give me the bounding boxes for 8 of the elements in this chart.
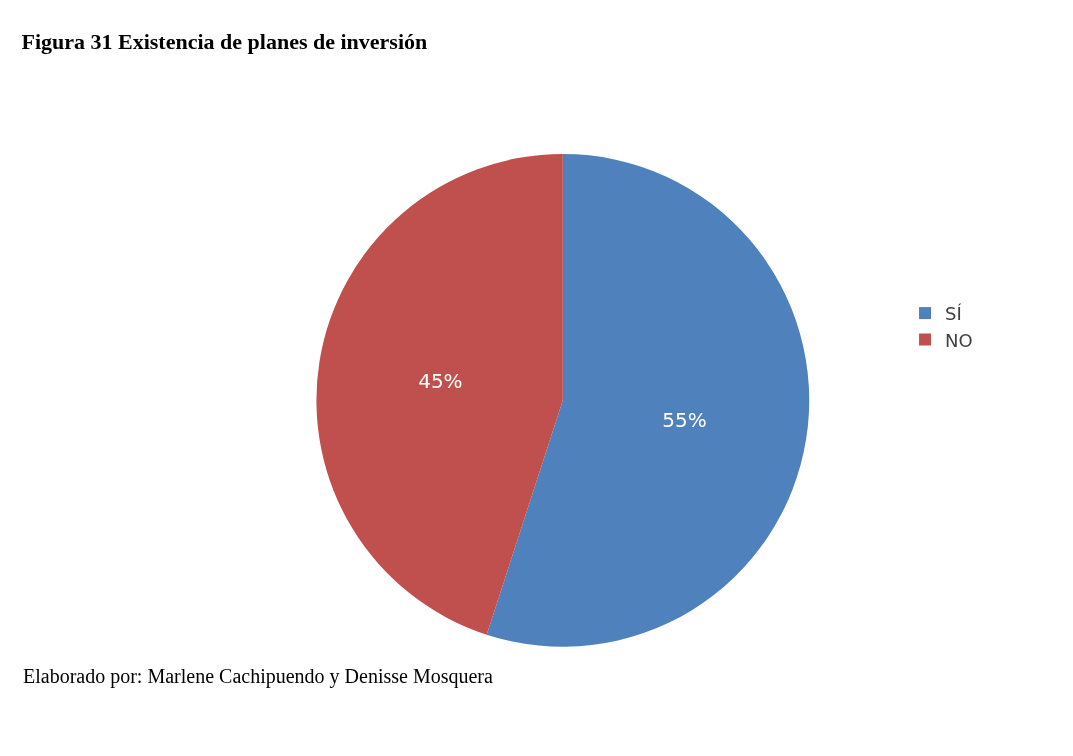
legend-label: NO [945, 329, 973, 351]
data-label: 55% [662, 407, 707, 432]
pie-slice [316, 153, 563, 635]
pie-slice [486, 153, 810, 647]
data-label: 45% [418, 368, 463, 393]
legend-label: SÍ [945, 303, 962, 325]
chart-title: Figura 31 Existencia de planes de inversión [21, 29, 428, 55]
text: Elaborado por: Marlene Cachipuendo y Denisse Mosquera [23, 665, 493, 688]
